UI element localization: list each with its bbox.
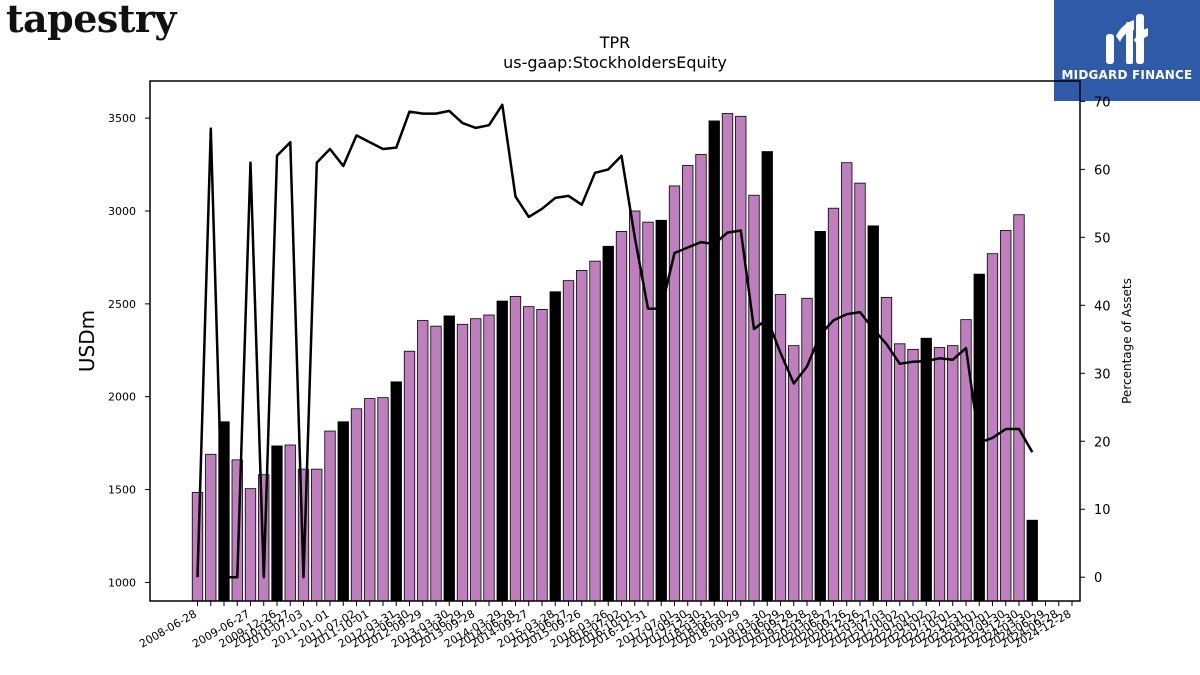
- bar: [576, 270, 588, 602]
- bar: [629, 210, 641, 602]
- y-tick-label: 2000: [108, 391, 136, 404]
- bar: [390, 381, 402, 602]
- bar: [1026, 519, 1038, 602]
- y-tick-label: 3500: [108, 112, 136, 125]
- bar: [682, 165, 694, 602]
- y2-tick-label: 40: [1094, 299, 1111, 314]
- bar: [867, 225, 879, 602]
- y-tick-label: 1000: [108, 576, 136, 589]
- bar: [403, 350, 416, 602]
- bar: [284, 444, 296, 602]
- bar: [947, 345, 959, 602]
- y-tick-label: 1500: [108, 484, 136, 497]
- bar: [748, 194, 760, 602]
- bar: [668, 185, 681, 602]
- bar: [244, 488, 257, 602]
- y2-tick-label: 0: [1094, 571, 1102, 586]
- bar: [695, 153, 707, 602]
- bar: [1013, 214, 1025, 602]
- bar: [337, 421, 349, 602]
- chart-subtitle: us-gaap:StockholdersEquity: [503, 53, 727, 72]
- y2-axis-ticks: 0 10 20 30 40 50 60 70: [1080, 95, 1111, 586]
- bar: [443, 315, 455, 602]
- y2-tick-label: 50: [1094, 231, 1111, 246]
- bar: [271, 445, 283, 602]
- bar: [933, 347, 946, 602]
- percentage-line: [196, 103, 1034, 579]
- bar: [920, 337, 932, 602]
- bar: [960, 319, 972, 602]
- bar: [430, 325, 442, 602]
- bar: [986, 253, 999, 602]
- y2-tick-label: 60: [1094, 163, 1111, 178]
- bar: [801, 297, 813, 602]
- y-tick-label: 3000: [108, 205, 136, 218]
- midgard-finance-logo: MIDGARD FINANCE: [1054, 0, 1200, 101]
- y-axis-ticks: 1000 1500 2000 2500 3000 3500: [108, 112, 150, 589]
- x-tick-label: 2008-06-28: [137, 607, 199, 650]
- bar: [417, 320, 429, 602]
- bar: [708, 120, 720, 602]
- chart-title: TPR: [599, 33, 631, 52]
- y2-tick-label: 70: [1094, 95, 1111, 110]
- plot-frame: [149, 80, 1081, 602]
- midgard-emblem-icon: [1106, 14, 1148, 64]
- bar: [735, 115, 747, 602]
- bar: [509, 296, 522, 602]
- bar: [364, 398, 376, 602]
- bar: [602, 245, 614, 602]
- y-tick-label: 2500: [108, 298, 136, 311]
- y2-tick-label: 20: [1094, 435, 1111, 450]
- bar: [456, 323, 469, 602]
- bar: [854, 182, 866, 602]
- bar-series: [191, 113, 1038, 602]
- bar: [536, 309, 548, 602]
- y-axis-label: USDm: [75, 310, 99, 372]
- bar: [1000, 230, 1012, 602]
- bar: [311, 468, 323, 602]
- bar: [324, 430, 336, 602]
- logo-text: MIDGARD FINANCE: [1061, 68, 1193, 82]
- bar: [615, 231, 628, 602]
- y2-tick-label: 30: [1094, 367, 1111, 382]
- bar: [205, 453, 217, 602]
- bar: [483, 314, 495, 602]
- bar: [814, 231, 826, 602]
- bar: [496, 300, 508, 602]
- bar: [350, 408, 363, 602]
- bar: [589, 260, 601, 602]
- y2-tick-label: 10: [1094, 503, 1111, 518]
- bar: [721, 113, 734, 602]
- bar: [907, 348, 919, 602]
- y2-axis-label: Percentage of Assets: [1120, 278, 1134, 404]
- line-series: [196, 103, 1034, 579]
- bar: [523, 306, 535, 602]
- bar: [642, 221, 654, 602]
- bar: [761, 151, 773, 602]
- x-axis-ticks: 2008-06-282009-06-272009-12-262010-03-27…: [137, 601, 1074, 651]
- bar: [827, 207, 840, 602]
- bar: [377, 397, 389, 602]
- bar: [562, 280, 575, 602]
- bar: [655, 219, 667, 602]
- bar: [894, 343, 906, 602]
- bar: [470, 318, 482, 602]
- bar: [549, 291, 561, 602]
- tapestry-wordmark: tapestry: [6, 0, 176, 41]
- bar: [841, 162, 853, 602]
